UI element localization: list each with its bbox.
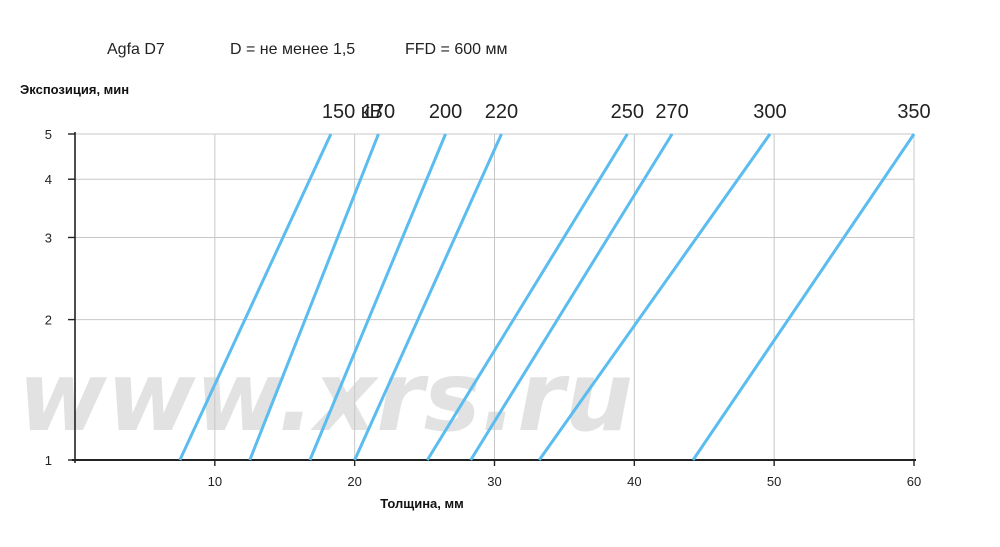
y-tick-label: 4 (45, 172, 52, 187)
y-tick-label: 2 (45, 313, 52, 328)
series-line (178, 133, 333, 461)
series-label: 350 (897, 101, 930, 123)
x-tick-label: 30 (487, 474, 501, 489)
series-line (691, 133, 916, 461)
series-line (308, 133, 447, 461)
series-label: 220 (485, 101, 518, 123)
series-label: 170 (362, 101, 395, 123)
series-line (426, 133, 629, 461)
axes (68, 132, 916, 466)
series-line (538, 133, 772, 461)
series-label: 250 (611, 101, 644, 123)
x-tick-label: 10 (208, 474, 222, 489)
series-line (353, 133, 503, 461)
watermark: www.xrs.ru (18, 341, 633, 453)
series-line (248, 133, 380, 461)
series-label: 200 (429, 101, 462, 123)
series-label: 300 (753, 101, 786, 123)
x-tick-label: 60 (907, 474, 921, 489)
x-tick-label: 50 (767, 474, 781, 489)
film-label: Agfa D7 (107, 41, 165, 58)
y-tick-label: 1 (45, 453, 52, 468)
series-label: 150 кВ (322, 101, 383, 123)
y-axis-title: Экспозиция, мин (20, 82, 129, 97)
density-label: D = не менее 1,5 (230, 41, 355, 58)
y-tick-label: 3 (45, 230, 52, 245)
series-lines (178, 133, 916, 461)
ffd-label: FFD = 600 мм (405, 41, 507, 58)
series-line (469, 133, 674, 461)
x-tick-label: 20 (347, 474, 361, 489)
y-tick-label: 5 (45, 127, 52, 142)
series-label: 270 (655, 101, 688, 123)
x-tick-label: 40 (627, 474, 641, 489)
x-axis-title: Толщина, мм (380, 496, 464, 511)
tick-labels: 1 2 3 4 5 10 20 30 40 50 60 (45, 127, 921, 489)
